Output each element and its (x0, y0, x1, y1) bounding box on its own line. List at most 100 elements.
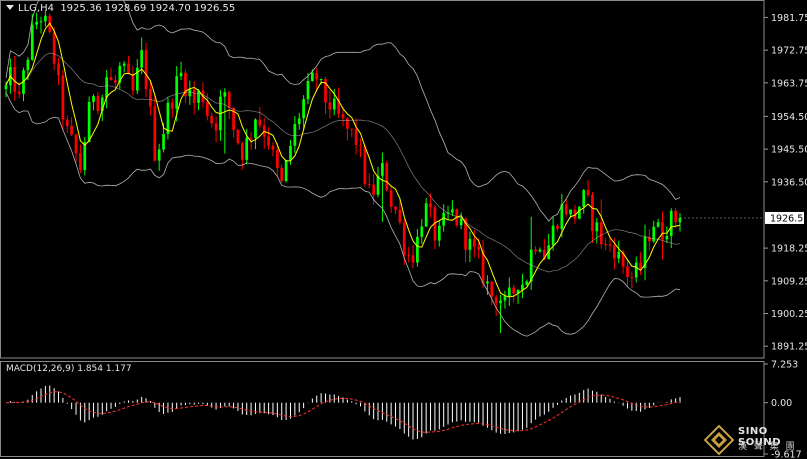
candle-body (411, 255, 415, 263)
macd-values: 1.854 1.177 (77, 364, 132, 374)
candle (437, 220, 441, 247)
candle-body (516, 289, 520, 294)
candle-body (61, 75, 65, 120)
candle-body (372, 184, 375, 195)
candle-body (227, 92, 231, 108)
candle-body (472, 238, 476, 247)
candle (179, 61, 183, 81)
candle (13, 55, 17, 101)
candle-body (376, 175, 380, 195)
candle (57, 57, 60, 85)
candle (105, 70, 109, 109)
dropdown-arrow-icon[interactable] (6, 5, 14, 10)
candle-body (44, 15, 47, 22)
candle-body (210, 115, 214, 124)
candle (44, 10, 47, 27)
candle (227, 90, 231, 119)
candle-body (26, 59, 30, 71)
candle-body (499, 300, 502, 304)
candle-body (538, 249, 542, 252)
price-panel-border (0, 0, 765, 359)
candle (135, 59, 139, 95)
candle (223, 88, 227, 154)
candle-body (407, 255, 411, 257)
candle-body (144, 50, 148, 90)
candle-body (586, 190, 590, 195)
candle (293, 116, 297, 154)
price-axis-label: 1972.75 (771, 46, 807, 57)
candle (363, 144, 367, 187)
candle-body (643, 236, 647, 269)
candle (214, 116, 218, 143)
candle (459, 212, 463, 230)
candle-body (665, 235, 669, 240)
candle (52, 27, 56, 71)
candle (534, 246, 537, 255)
candle-body (599, 222, 603, 245)
candle-body (577, 206, 581, 219)
macd-axis-label: -9.617 (771, 450, 802, 459)
candle-body (170, 102, 174, 109)
candle (306, 73, 310, 105)
candle-body (289, 145, 292, 161)
candle-body (503, 296, 507, 301)
candle (367, 173, 371, 189)
macd-axis-label: 7.253 (771, 360, 798, 371)
candle-body (332, 98, 336, 110)
candle (564, 198, 568, 218)
candle-body (468, 238, 472, 250)
candle (446, 205, 450, 220)
candle (39, 16, 43, 34)
candle-body (656, 222, 660, 227)
candle-body (678, 217, 682, 223)
candle (604, 237, 607, 251)
candle-body (512, 287, 516, 294)
candle-body (13, 67, 17, 92)
candle (577, 205, 581, 220)
candle-body (437, 225, 441, 241)
candle (297, 112, 301, 130)
candle-body (464, 218, 467, 250)
candle-body (337, 98, 340, 115)
candle-body (542, 249, 546, 259)
candle-body (582, 190, 586, 207)
candle (232, 107, 235, 138)
candle (337, 87, 340, 119)
candle-body (284, 160, 288, 181)
candle (219, 90, 222, 141)
candle (114, 74, 117, 90)
candle-body (634, 262, 638, 278)
candle-body (223, 92, 227, 97)
candle (586, 179, 590, 198)
candle-body (162, 133, 165, 150)
candle (350, 128, 354, 138)
candle-body (486, 281, 489, 284)
candle (328, 90, 332, 119)
candle (529, 216, 533, 290)
candle (381, 152, 384, 222)
candle-body (197, 90, 200, 103)
candle-body (416, 236, 419, 263)
candle-body (65, 119, 69, 126)
candle (376, 166, 380, 198)
candle (188, 80, 192, 105)
candle (626, 260, 629, 288)
candle-body (140, 50, 144, 68)
macd-axis: 7.253 0.00 -9.617 (764, 360, 802, 459)
candle (4, 81, 8, 98)
candle-body (525, 281, 529, 285)
candle-body (236, 129, 240, 144)
ohlc-readout: 1925.36 1928.69 1924.70 1926.55 (60, 3, 236, 14)
candle-body (354, 128, 358, 146)
macd-histogram (9, 385, 681, 440)
candle-body (560, 204, 564, 230)
candle (83, 137, 87, 176)
candle-body (275, 149, 279, 169)
candle (87, 96, 91, 143)
moving-average-line (5, 22, 681, 298)
candle-body (324, 78, 327, 103)
candle-body (4, 85, 8, 90)
candle-body (630, 277, 634, 279)
candle-body (385, 162, 389, 191)
